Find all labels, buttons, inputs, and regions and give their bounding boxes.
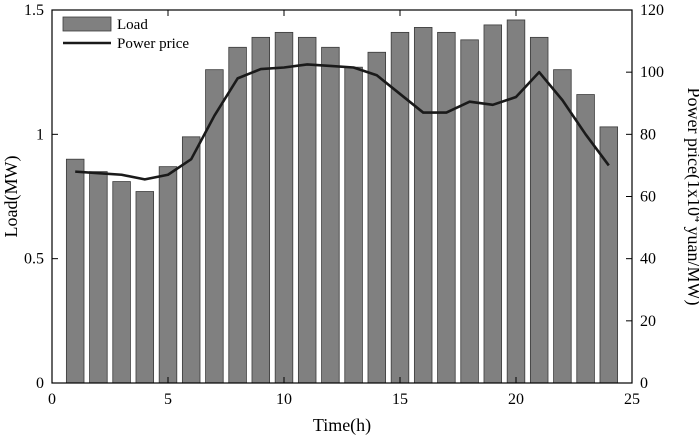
load-bar: [437, 31, 456, 384]
y-right-tick-label: 100: [640, 64, 664, 81]
load-bar: [89, 171, 108, 384]
x-axis-title: Time(h): [313, 415, 371, 436]
load-bar: [181, 136, 201, 384]
y-right-tick-label: 20: [640, 313, 656, 330]
legend-load-swatch: [62, 16, 112, 32]
y-axis-right-title-main: Power price(1x10: [683, 88, 699, 216]
y-right-tick-label: 60: [640, 189, 656, 206]
price-line-layer: [75, 63, 610, 181]
y-axis-right-title-unit: yuan/MW): [683, 222, 699, 305]
legend-load-label: Load: [117, 17, 148, 33]
load-bar: [65, 158, 85, 384]
y-right-tick-label: 0: [640, 375, 648, 392]
x-tick-label: 20: [508, 391, 524, 408]
load-bar: [367, 51, 387, 384]
y-left-tick-label: 1.5: [24, 2, 44, 19]
load-bar: [344, 66, 363, 384]
y-right-tick-label: 40: [640, 251, 656, 268]
price-line: [75, 63, 610, 181]
y-left-tick-label: 1: [36, 126, 44, 143]
load-bar: [483, 24, 503, 384]
legend-price-label: Power price: [117, 36, 189, 52]
load-bar: [506, 19, 526, 384]
load-bar: [529, 36, 549, 384]
load-bar: [460, 39, 479, 384]
x-tick-label: 0: [48, 391, 56, 408]
load-bar: [576, 94, 595, 384]
load-bar: [321, 46, 340, 384]
load-bar: [228, 46, 247, 384]
load-bar: [553, 69, 572, 384]
load-bar: [274, 31, 294, 384]
x-tick-label: 5: [164, 391, 172, 408]
y-axis-right-title-superscript: 4: [692, 216, 699, 222]
y-axis-left-title: Load(MW): [1, 156, 22, 238]
y-left-tick-label: 0.5: [24, 251, 44, 268]
x-tick-label: 15: [392, 391, 408, 408]
load-bar: [158, 166, 178, 384]
load-bar: [135, 191, 155, 384]
load-bar: [112, 181, 131, 384]
x-tick-label: 25: [624, 391, 640, 408]
load-bar: [390, 31, 410, 384]
y-axis-right-title: Power price(1x104 yuan/MW): [683, 88, 699, 306]
y-right-tick-label: 120: [640, 2, 664, 19]
load-bars: [65, 19, 619, 384]
legend: Load Power price: [62, 16, 189, 52]
load-bar: [413, 27, 433, 384]
y-right-tick-label: 80: [640, 126, 656, 143]
load-bar: [251, 36, 271, 384]
load-bar: [297, 36, 317, 384]
x-tick-label: 10: [276, 391, 292, 408]
y-left-tick-label: 0: [36, 375, 44, 392]
